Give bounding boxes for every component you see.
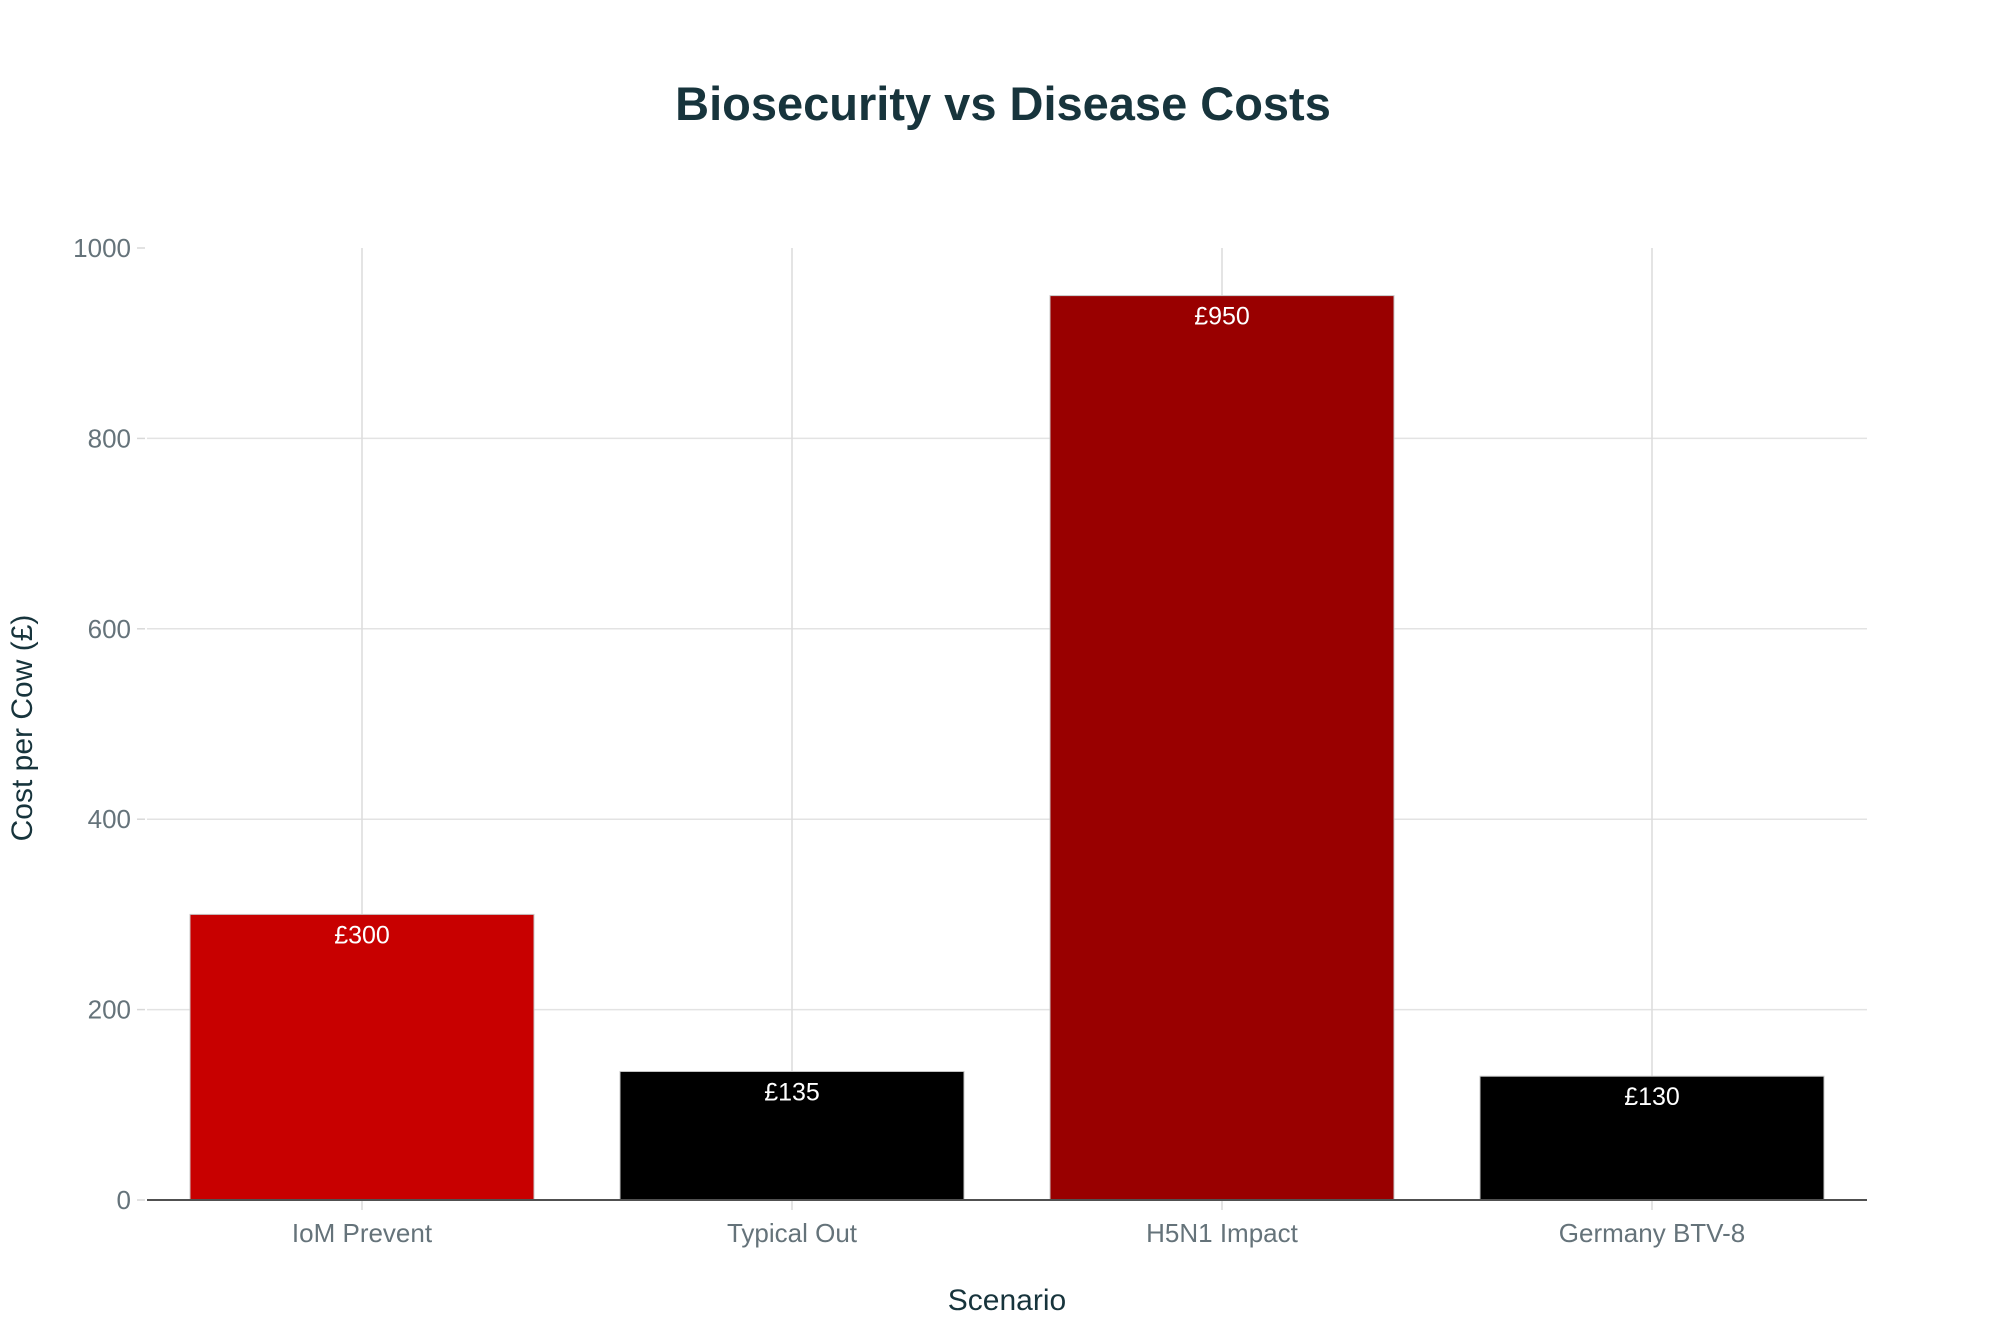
y-tick-label: 1000 bbox=[73, 233, 131, 263]
y-tick-label: 200 bbox=[88, 995, 131, 1025]
y-tick-label: 0 bbox=[117, 1185, 131, 1215]
x-tick-label: IoM Prevent bbox=[292, 1218, 433, 1248]
bar-data-label: £135 bbox=[764, 1078, 820, 1106]
bar-h5n1-impact bbox=[1049, 295, 1395, 1201]
bars bbox=[189, 295, 1825, 1201]
bar-data-label: £130 bbox=[1624, 1083, 1680, 1111]
bar-iom-prevent bbox=[189, 913, 535, 1201]
y-axis-title: Cost per Cow (£) bbox=[6, 615, 39, 842]
y-tick-label: 800 bbox=[88, 423, 131, 453]
x-tick-label: Typical Out bbox=[727, 1218, 858, 1248]
x-tick-label: H5N1 Impact bbox=[1146, 1218, 1298, 1248]
x-tick-label: Germany BTV-8 bbox=[1559, 1218, 1745, 1248]
x-axis-title: Scenario bbox=[948, 1284, 1066, 1317]
x-gridlines bbox=[361, 248, 1653, 1210]
bar-data-label: £950 bbox=[1194, 303, 1250, 331]
y-axis-ticks: 0 200 400 600 800 1000 bbox=[73, 233, 145, 1215]
y-gridlines bbox=[147, 437, 1867, 1011]
x-axis-tick-labels: IoM Prevent Typical Out H5N1 Impact Germany… bbox=[292, 1218, 1745, 1248]
y-tick-label: 400 bbox=[88, 804, 131, 834]
bar-data-label: £300 bbox=[334, 921, 390, 949]
bar-data-labels: £300 £135 £950 £130 bbox=[334, 303, 1680, 1112]
chart-title: Biosecurity vs Disease Costs bbox=[675, 77, 1331, 130]
y-tick-label: 600 bbox=[88, 614, 131, 644]
bar-typical-out bbox=[619, 1070, 965, 1201]
bar-germany-btv-8 bbox=[1479, 1075, 1825, 1201]
